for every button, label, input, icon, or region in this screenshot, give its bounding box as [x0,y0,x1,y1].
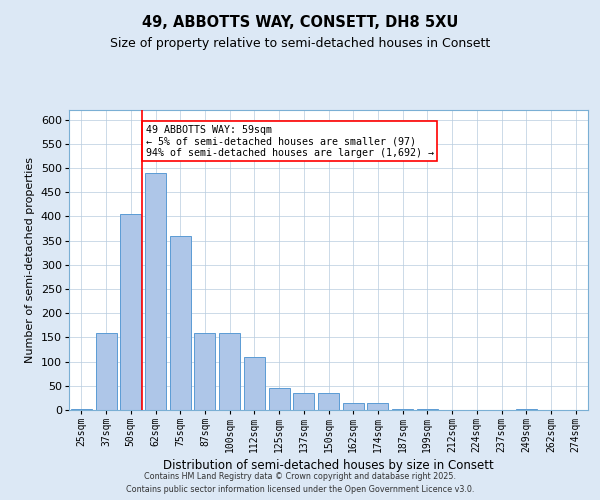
Bar [417,408,438,410]
Y-axis label: Number of semi-detached properties: Number of semi-detached properties [25,157,35,363]
Bar [318,393,339,410]
Text: 49 ABBOTTS WAY: 59sqm
← 5% of semi-detached houses are smaller (97)
94% of semi-: 49 ABBOTTS WAY: 59sqm ← 5% of semi-detac… [146,124,434,158]
X-axis label: Distribution of semi-detached houses by size in Consett: Distribution of semi-detached houses by … [163,459,494,472]
Bar [170,236,191,410]
Text: 49, ABBOTTS WAY, CONSETT, DH8 5XU: 49, ABBOTTS WAY, CONSETT, DH8 5XU [142,15,458,30]
Bar [343,402,364,410]
Text: Contains public sector information licensed under the Open Government Licence v3: Contains public sector information licen… [126,485,474,494]
Bar [219,332,240,410]
Bar [120,214,141,410]
Bar [392,408,413,410]
Bar [367,402,388,410]
Bar [269,388,290,410]
Text: Size of property relative to semi-detached houses in Consett: Size of property relative to semi-detach… [110,38,490,51]
Bar [145,173,166,410]
Bar [194,332,215,410]
Text: Contains HM Land Registry data © Crown copyright and database right 2025.: Contains HM Land Registry data © Crown c… [144,472,456,481]
Bar [71,408,92,410]
Bar [516,408,537,410]
Bar [95,332,116,410]
Bar [293,393,314,410]
Bar [244,357,265,410]
